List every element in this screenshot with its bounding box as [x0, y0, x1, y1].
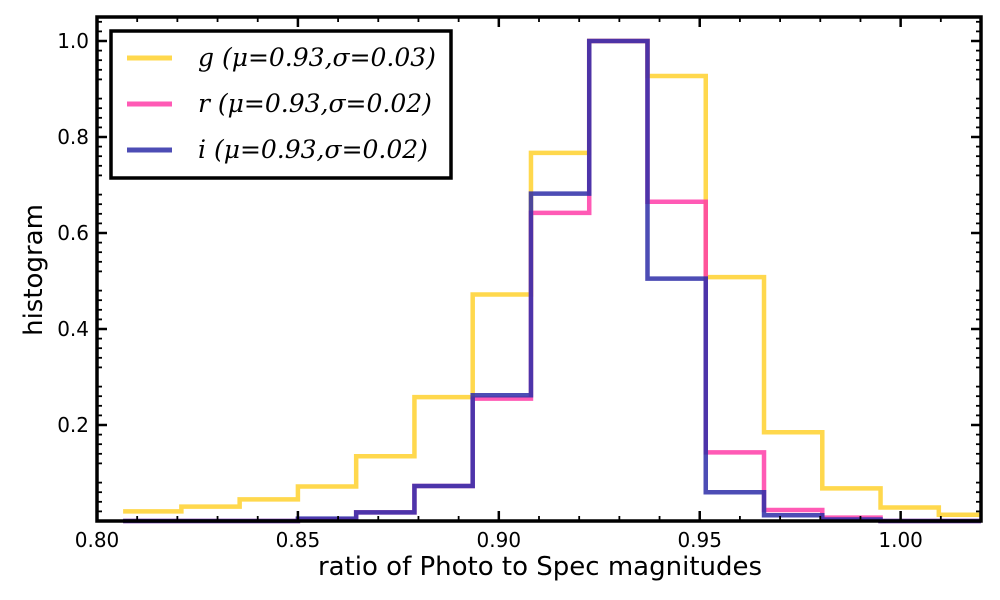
plot-frame	[95, 15, 983, 523]
y-axis-label: histogram	[19, 204, 49, 336]
legend-label-r: r (μ=0.93,σ=0.02)	[198, 89, 432, 118]
legend-label-i: i (μ=0.93,σ=0.02)	[198, 135, 428, 164]
series-g-line	[123, 38, 981, 518]
y-tick-label: 0.2	[57, 413, 89, 437]
series-i	[123, 38, 981, 524]
x-axis-label: ratio of Photo to Spec magnitudes	[318, 552, 762, 582]
legend: g (μ=0.93,σ=0.03) r (μ=0.93,σ=0.02) i (μ=0…	[109, 29, 453, 180]
x-tick-label: 1.00	[878, 528, 923, 552]
x-tick-label: 0.85	[276, 528, 321, 552]
labels-layer: 0.80 0.85 0.90 0.95 1.00 0.2 0.4 0.6 0.8 1.0	[57, 29, 923, 552]
series-g	[123, 38, 981, 518]
x-tick-label: 0.90	[477, 528, 522, 552]
series-i-line	[123, 38, 981, 524]
x-tick-label: 0.95	[677, 528, 722, 552]
legend-label-g: g (μ=0.93,σ=0.03)	[198, 43, 436, 72]
y-tick-label: 0.4	[57, 317, 89, 341]
x-tick-label: 0.80	[75, 528, 120, 552]
y-tick-label: 0.8	[57, 125, 89, 149]
y-tick-label: 0.6	[57, 221, 89, 245]
y-tick-label: 1.0	[57, 29, 89, 53]
